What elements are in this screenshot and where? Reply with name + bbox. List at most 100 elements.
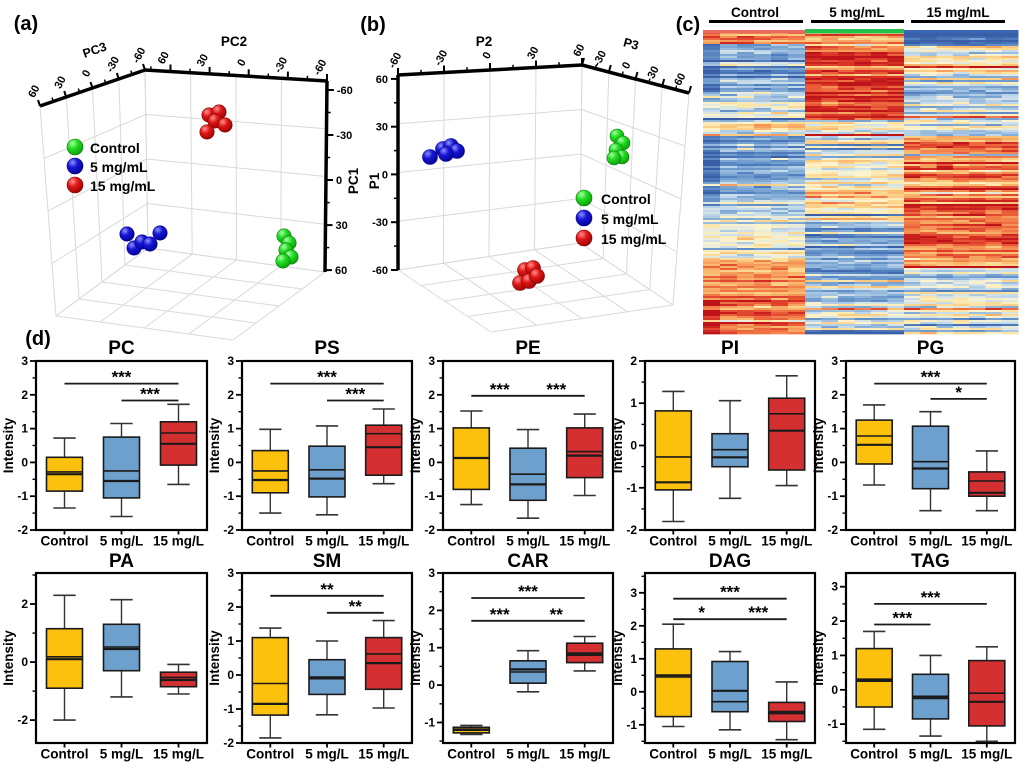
svg-text:P1: P1 [367, 172, 382, 189]
svg-text:Control: Control [41, 747, 89, 762]
svg-text:Intensity: Intensity [408, 417, 423, 473]
svg-text:3: 3 [227, 354, 234, 368]
svg-text:***: *** [518, 582, 538, 601]
svg-text:2: 2 [630, 354, 637, 368]
svg-text:Control: Control [246, 747, 294, 762]
svg-text:5 mg/L: 5 mg/L [305, 747, 349, 762]
svg-text:2: 2 [831, 388, 838, 402]
svg-text:Control: Control [850, 747, 898, 762]
svg-text:***: *** [921, 588, 941, 607]
svg-text:15 mg/L: 15 mg/L [358, 747, 409, 762]
svg-text:60: 60 [376, 74, 388, 86]
svg-text:30: 30 [376, 122, 388, 134]
svg-text:15 mg/L: 15 mg/L [559, 534, 610, 549]
svg-text:-1: -1 [827, 489, 838, 503]
svg-text:***: *** [317, 368, 337, 387]
svg-text:***: *** [490, 605, 510, 624]
svg-text:-2: -2 [17, 713, 28, 727]
svg-text:-1: -1 [223, 702, 234, 716]
svg-text:1: 1 [21, 422, 28, 436]
svg-text:60: 60 [26, 83, 42, 99]
svg-text:15 mg/L: 15 mg/L [761, 534, 812, 549]
svg-text:3: 3 [21, 354, 28, 368]
svg-text:TAG: TAG [911, 551, 950, 572]
svg-text:Control: Control [246, 534, 294, 549]
svg-text:Intensity: Intensity [610, 630, 625, 686]
svg-text:1: 1 [831, 648, 838, 662]
svg-text:SM: SM [313, 551, 342, 572]
svg-text:5 mg/L: 5 mg/L [909, 747, 953, 762]
svg-text:2: 2 [21, 597, 28, 611]
svg-text:P3: P3 [622, 35, 640, 52]
svg-text:30: 30 [52, 74, 68, 90]
svg-text:0: 0 [382, 169, 388, 181]
svg-text:-30: -30 [372, 217, 388, 229]
svg-text:-1: -1 [424, 716, 435, 730]
svg-text:15 mg/mL: 15 mg/mL [90, 178, 156, 194]
svg-text:30: 30 [195, 52, 211, 68]
svg-text:2: 2 [428, 388, 435, 402]
svg-text:0: 0 [831, 683, 838, 697]
svg-text:Control: Control [649, 747, 697, 762]
svg-text:Intensity: Intensity [811, 630, 826, 686]
svg-text:0: 0 [227, 455, 234, 469]
svg-text:30: 30 [645, 64, 661, 80]
svg-text:Control: Control [601, 191, 651, 207]
svg-text:5 mg/L: 5 mg/L [100, 534, 144, 549]
svg-text:***: *** [748, 603, 768, 622]
svg-text:Control: Control [41, 534, 89, 549]
svg-text:1: 1 [630, 652, 637, 666]
svg-text:5 mg/L: 5 mg/L [708, 534, 752, 549]
svg-text:-2: -2 [17, 523, 28, 537]
svg-text:-1: -1 [424, 489, 435, 503]
svg-text:0: 0 [227, 668, 234, 682]
svg-text:0: 0 [620, 60, 633, 71]
svg-text:0: 0 [630, 439, 637, 453]
svg-text:Control: Control [447, 534, 495, 549]
svg-text:5 mg/L: 5 mg/L [506, 747, 550, 762]
svg-text:3: 3 [831, 354, 838, 368]
svg-text:5 mg/L: 5 mg/L [100, 747, 144, 762]
svg-text:**: ** [349, 597, 363, 616]
svg-text:0: 0 [428, 678, 435, 692]
svg-text:2: 2 [630, 619, 637, 633]
svg-text:**: ** [550, 605, 564, 624]
svg-text:3: 3 [831, 580, 838, 594]
svg-text:30: 30 [525, 45, 541, 61]
svg-text:(a): (a) [14, 13, 38, 35]
svg-text:Control: Control [447, 747, 495, 762]
svg-text:PE: PE [515, 338, 540, 359]
svg-text:-2: -2 [626, 523, 637, 537]
svg-text:3: 3 [227, 566, 234, 580]
svg-text:Control: Control [850, 534, 898, 549]
svg-text:60: 60 [335, 265, 347, 277]
svg-text:2: 2 [227, 388, 234, 402]
svg-text:15 mg/mL: 15 mg/mL [926, 5, 989, 20]
svg-text:0: 0 [630, 685, 637, 699]
svg-text:0: 0 [831, 455, 838, 469]
svg-text:Intensity: Intensity [1, 630, 16, 686]
svg-text:0: 0 [235, 57, 248, 68]
svg-text:PC1: PC1 [346, 167, 361, 194]
svg-text:PI: PI [721, 338, 739, 359]
svg-text:2: 2 [21, 388, 28, 402]
svg-text:-60: -60 [337, 85, 353, 97]
svg-text:PG: PG [917, 338, 944, 359]
svg-text:0: 0 [21, 455, 28, 469]
svg-text:1: 1 [428, 641, 435, 655]
svg-text:1: 1 [227, 422, 234, 436]
svg-text:0: 0 [428, 455, 435, 469]
svg-text:60: 60 [672, 71, 688, 87]
svg-text:Intensity: Intensity [408, 630, 423, 686]
svg-text:***: *** [720, 583, 740, 602]
svg-text:Control: Control [649, 534, 697, 549]
svg-text:1: 1 [428, 422, 435, 436]
svg-text:***: *** [921, 368, 941, 387]
svg-text:2: 2 [831, 614, 838, 628]
svg-text:5 mg/L: 5 mg/L [708, 747, 752, 762]
svg-text:***: *** [892, 609, 912, 628]
svg-text:CAR: CAR [507, 551, 548, 572]
svg-text:Intensity: Intensity [207, 417, 222, 473]
svg-text:(b): (b) [360, 14, 386, 36]
svg-text:2: 2 [227, 600, 234, 614]
